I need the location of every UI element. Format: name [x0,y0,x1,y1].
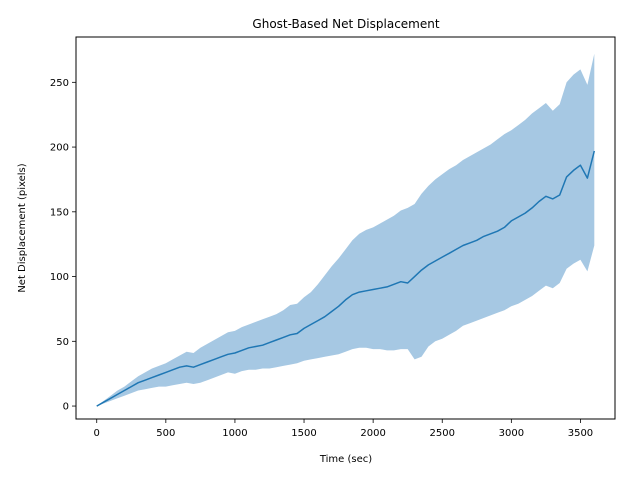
mean-displacement-line [96,150,596,407]
x-tick-label: 3500 [568,428,593,439]
x-axis-label: Time (sec) [319,454,372,465]
x-tick-label: 500 [156,428,175,439]
x-tick-label: 0 [94,428,100,439]
y-tick-label: 200 [50,143,69,154]
axes-frame [75,36,616,420]
y-axis: 0 50 100 150 200 250 [50,78,76,413]
y-tick-label: 50 [56,337,69,348]
x-tick-label: 3000 [499,428,524,439]
y-tick-label: 150 [50,207,69,218]
y-tick-label: 0 [63,402,69,413]
chart-title: Ghost-Based Net Displacement [252,17,439,31]
x-tick-label: 1000 [222,428,247,439]
mean-line-layer [96,150,596,407]
confidence-band-layer [96,53,595,407]
x-tick-label: 2000 [360,428,385,439]
x-tick-label: 2500 [430,428,455,439]
confidence-band [96,53,595,407]
x-axis: 0 500 1000 1500 2000 2500 3000 3500 [94,419,593,439]
plot-area [75,36,616,420]
y-tick-label: 250 [50,78,69,89]
y-tick-label: 100 [50,272,69,283]
x-tick-label: 1500 [291,428,316,439]
y-axis-label: Net Displacement (pixels) [17,163,28,292]
